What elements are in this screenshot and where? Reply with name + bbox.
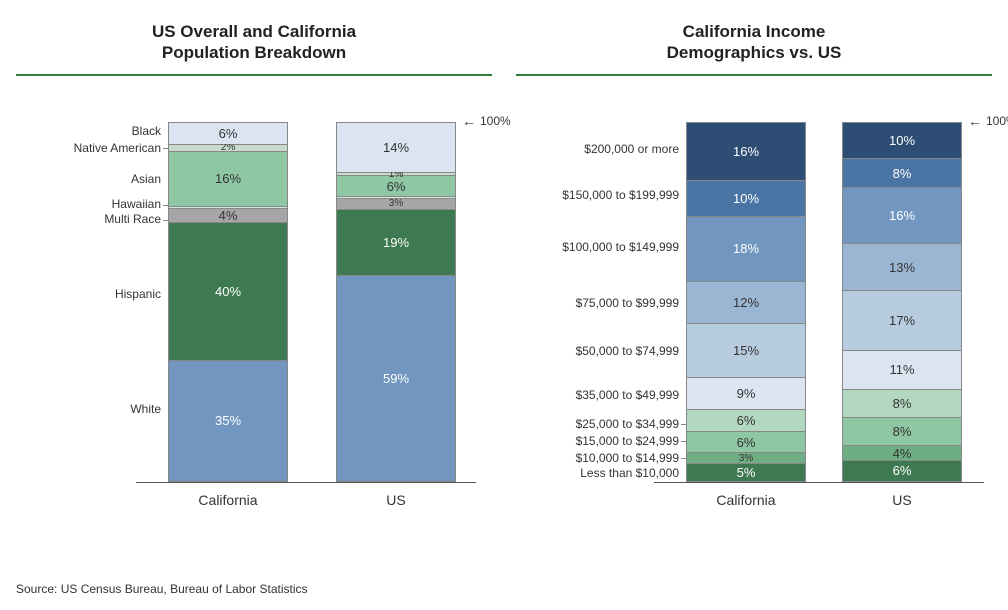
bar-segment: 16%: [687, 123, 805, 180]
bar-segment: 6%: [687, 409, 805, 430]
arrow-left-icon: ←: [462, 114, 476, 128]
leader-line: [168, 210, 169, 220]
x-category-label: California: [168, 492, 288, 508]
y-category-label: Asian: [131, 172, 161, 186]
bar-segment: 17%: [843, 290, 961, 350]
x-category-label: California: [686, 492, 806, 508]
bar-segment: 15%: [687, 323, 805, 377]
bar-segment: 18%: [687, 216, 805, 280]
bar-segment: [169, 206, 287, 208]
leader-line: [686, 420, 687, 424]
leader-line: [686, 441, 687, 443]
bar-segment: 4%: [843, 445, 961, 459]
y-category-label: $35,000 to $49,999: [576, 388, 679, 402]
bar-segment: 12%: [687, 281, 805, 324]
chart-area-income: 5%3%6%6%9%15%12%18%10%16%California6%4%8…: [516, 92, 992, 512]
bar-segment: 19%: [337, 209, 455, 275]
source-text: Source: US Census Bureau, Bureau of Labo…: [16, 582, 308, 596]
panels-row: US Overall and California Population Bre…: [0, 0, 1008, 512]
bar-segment: 16%: [843, 187, 961, 244]
chart-area-population: 35%40%4% 16%2%6% California 59%19%3%6%1%14%…: [16, 92, 492, 512]
bar-segment: 16%: [169, 151, 287, 206]
leader-line: [681, 424, 686, 425]
hundred-percent-marker: ← 100%: [462, 114, 511, 128]
y-category-label: $75,000 to $99,999: [576, 296, 679, 310]
bar-segment: 6%: [169, 123, 287, 144]
chart-title: US Overall and California Population Bre…: [16, 18, 492, 66]
stacked-bar: 6%4%8%8%11%17%13%16%8%10%: [842, 122, 962, 482]
y-category-label: White: [130, 402, 161, 416]
bar-segment: 8%: [843, 158, 961, 186]
bar-segment: 3%: [687, 452, 805, 463]
leader-line: [163, 148, 168, 149]
y-category-label: $150,000 to $199,999: [562, 188, 679, 202]
hundred-percent-marker: ← 100%: [968, 114, 1008, 128]
y-category-label: Hispanic: [115, 287, 161, 301]
bar-segment: 5%: [687, 463, 805, 481]
leader-line: [168, 144, 169, 148]
bar-segment: 2%: [169, 144, 287, 151]
y-category-label: Native American: [74, 141, 161, 155]
y-category-label: $50,000 to $74,999: [576, 344, 679, 358]
chart-title: California Income Demographics vs. US: [516, 18, 992, 66]
stacked-bar: 59%19%3%6%1%14%: [336, 122, 456, 482]
leader-line: [168, 205, 169, 207]
x-category-label: US: [336, 492, 456, 508]
bar-segment: 3%: [337, 198, 455, 209]
bar-segment: 1%: [337, 172, 455, 176]
y-category-label: $15,000 to $24,999: [576, 434, 679, 448]
y-category-label: Hawaiian: [112, 197, 161, 211]
leader-line: [681, 458, 686, 459]
y-category-label: $200,000 or more: [584, 142, 679, 156]
x-axis: [136, 482, 476, 483]
y-category-label: $10,000 to $14,999: [576, 451, 679, 465]
y-category-label: Less than $10,000: [580, 466, 679, 480]
bar-segment: 35%: [169, 360, 287, 481]
y-category-label: Multi Race: [104, 212, 161, 226]
stacked-bar: 35%40%4% 16%2%6%: [168, 122, 288, 482]
leader-line: [163, 220, 168, 221]
marker-label: 100%: [480, 114, 511, 128]
bar-segment: 8%: [843, 417, 961, 445]
y-category-label: $100,000 to $149,999: [562, 240, 679, 254]
bar-segment: 13%: [843, 243, 961, 289]
bar-segment: 6%: [843, 460, 961, 481]
bar-segment: 59%: [337, 275, 455, 481]
x-axis: [654, 482, 984, 483]
stacked-bar: 5%3%6%6%9%15%12%18%10%16%: [686, 122, 806, 482]
bar-segment: 10%: [687, 180, 805, 216]
bar-segment: 9%: [687, 377, 805, 409]
marker-label: 100%: [986, 114, 1008, 128]
panel-population: US Overall and California Population Bre…: [16, 18, 492, 512]
bar-segment: 40%: [169, 222, 287, 360]
bar-segment: 14%: [337, 123, 455, 172]
bar-segment: 11%: [843, 350, 961, 389]
title-rule: [516, 74, 992, 76]
y-category-label: Black: [132, 124, 161, 138]
bar-segment: [337, 196, 455, 198]
bar-segment: 6%: [687, 431, 805, 452]
bar-segment: 10%: [843, 123, 961, 158]
bar-segment: 8%: [843, 389, 961, 417]
y-category-label: $25,000 to $34,999: [576, 417, 679, 431]
x-category-label: US: [842, 492, 962, 508]
title-rule: [16, 74, 492, 76]
panel-income: California Income Demographics vs. US 5%…: [516, 18, 992, 512]
bar-segment: 4%: [169, 208, 287, 222]
arrow-left-icon: ←: [968, 114, 982, 128]
